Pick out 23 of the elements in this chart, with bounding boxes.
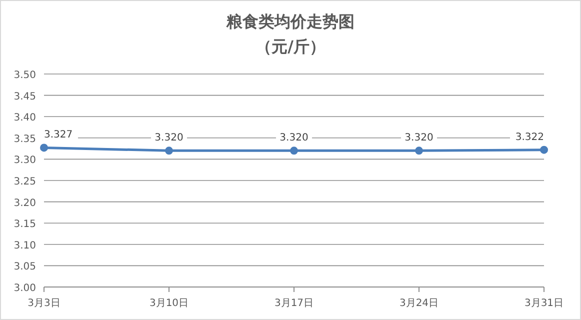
data-label: 3.320 xyxy=(154,132,184,144)
y-tick-label: 3.00 xyxy=(14,283,36,294)
y-tick-label: 3.10 xyxy=(14,240,36,252)
x-tick-label: 3月24日 xyxy=(399,298,439,309)
y-tick-label: 3.25 xyxy=(14,176,36,188)
data-label: 3.322 xyxy=(515,132,544,143)
y-tick-label: 3.30 xyxy=(14,155,36,166)
x-tick-label: 3月10日 xyxy=(149,298,189,309)
y-tick-label: 3.05 xyxy=(14,262,36,273)
data-label: 3.320 xyxy=(404,132,434,144)
chart-title: 粮食类均价走势图 xyxy=(226,12,354,31)
x-tick-label: 3月17日 xyxy=(274,298,314,309)
y-tick-label: 3.40 xyxy=(14,112,36,124)
data-label: 3.320 xyxy=(280,132,308,144)
y-tick-label: 3.35 xyxy=(14,134,36,145)
y-tick-label: 3.20 xyxy=(14,198,36,209)
y-tick-label: 3.50 xyxy=(14,70,36,81)
data-label: 3.327 xyxy=(44,130,73,141)
y-tick-label: 3.45 xyxy=(14,91,36,102)
x-tick-label: 3月3日 xyxy=(28,298,60,309)
x-tick-label: 3月31日 xyxy=(524,298,564,309)
chart-subtitle: （元/斤） xyxy=(256,37,326,56)
y-tick-label: 3.15 xyxy=(14,219,36,230)
